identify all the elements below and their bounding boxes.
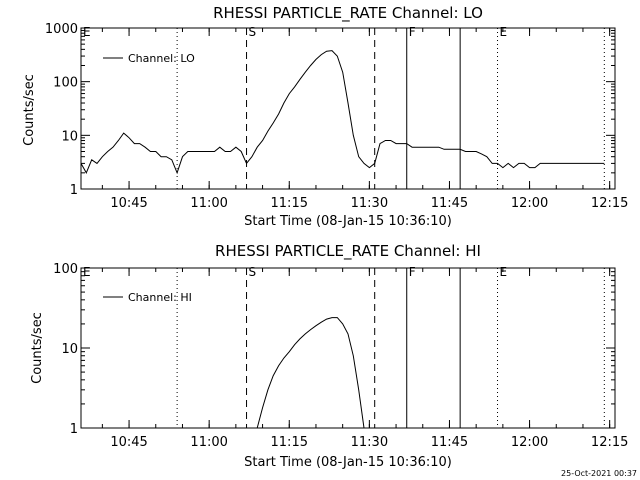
x-tick-label: 11:00	[190, 435, 227, 450]
x-tick-label: 12:00	[511, 196, 548, 211]
plot-frame	[80, 27, 616, 190]
y-axis-label: Counts/sec	[30, 312, 45, 384]
chart-title: RHESSI PARTICLE_RATE Channel: LO	[213, 4, 483, 23]
y-tick-label: 10	[61, 342, 78, 357]
x-axis-label: Start Time (08-Jan-15 10:36:10)	[244, 214, 452, 229]
x-tick-label: 12:15	[591, 435, 628, 450]
legend-label: Channel: LO	[128, 52, 195, 65]
x-tick-label: 11:15	[271, 196, 308, 211]
x-tick-label: 10:45	[110, 196, 147, 211]
x-axis-label: Start Time (08-Jan-15 10:36:10)	[244, 455, 452, 470]
marker-label: F	[409, 265, 416, 279]
y-tick-label: 100	[53, 76, 78, 91]
marker-label: S	[249, 25, 257, 39]
x-tick-label: 11:30	[351, 435, 388, 450]
x-tick-label: 11:15	[271, 435, 308, 450]
x-tick-label: 11:00	[190, 196, 227, 211]
x-tick-label: 12:00	[511, 435, 548, 450]
legend-label: Channel: HI	[128, 291, 192, 304]
x-tick-label: 11:30	[351, 196, 388, 211]
y-tick-label: 1	[70, 422, 78, 437]
y-tick-label: 1000	[45, 22, 78, 37]
y-tick-label: 1	[70, 183, 78, 198]
series-line	[256, 317, 365, 429]
marker-label: E	[500, 265, 508, 279]
timestamp: 25-Oct-2021 00:37	[561, 469, 637, 478]
marker-label: E	[83, 265, 91, 279]
y-tick-label: 10	[61, 129, 78, 144]
y-axis-label: Counts/sec	[22, 74, 37, 146]
y-tick-label: 100	[53, 262, 78, 277]
marker-label: S	[249, 265, 257, 279]
x-tick-label: 11:45	[431, 435, 468, 450]
chart-title: RHESSI PARTICLE_RATE Channel: HI	[215, 242, 481, 261]
x-tick-label: 10:45	[110, 435, 147, 450]
chart-panel-hi: RHESSI PARTICLE_RATE Channel: HI Start T…	[30, 242, 628, 470]
marker-label: F	[409, 25, 416, 39]
marker-label: E	[500, 25, 508, 39]
chart-panel-lo: RHESSI PARTICLE_RATE Channel: LO Start T…	[22, 4, 628, 229]
marker-label: E	[83, 25, 91, 39]
x-tick-label: 12:15	[591, 196, 628, 211]
x-tick-label: 11:45	[431, 196, 468, 211]
series-line	[80, 50, 605, 175]
